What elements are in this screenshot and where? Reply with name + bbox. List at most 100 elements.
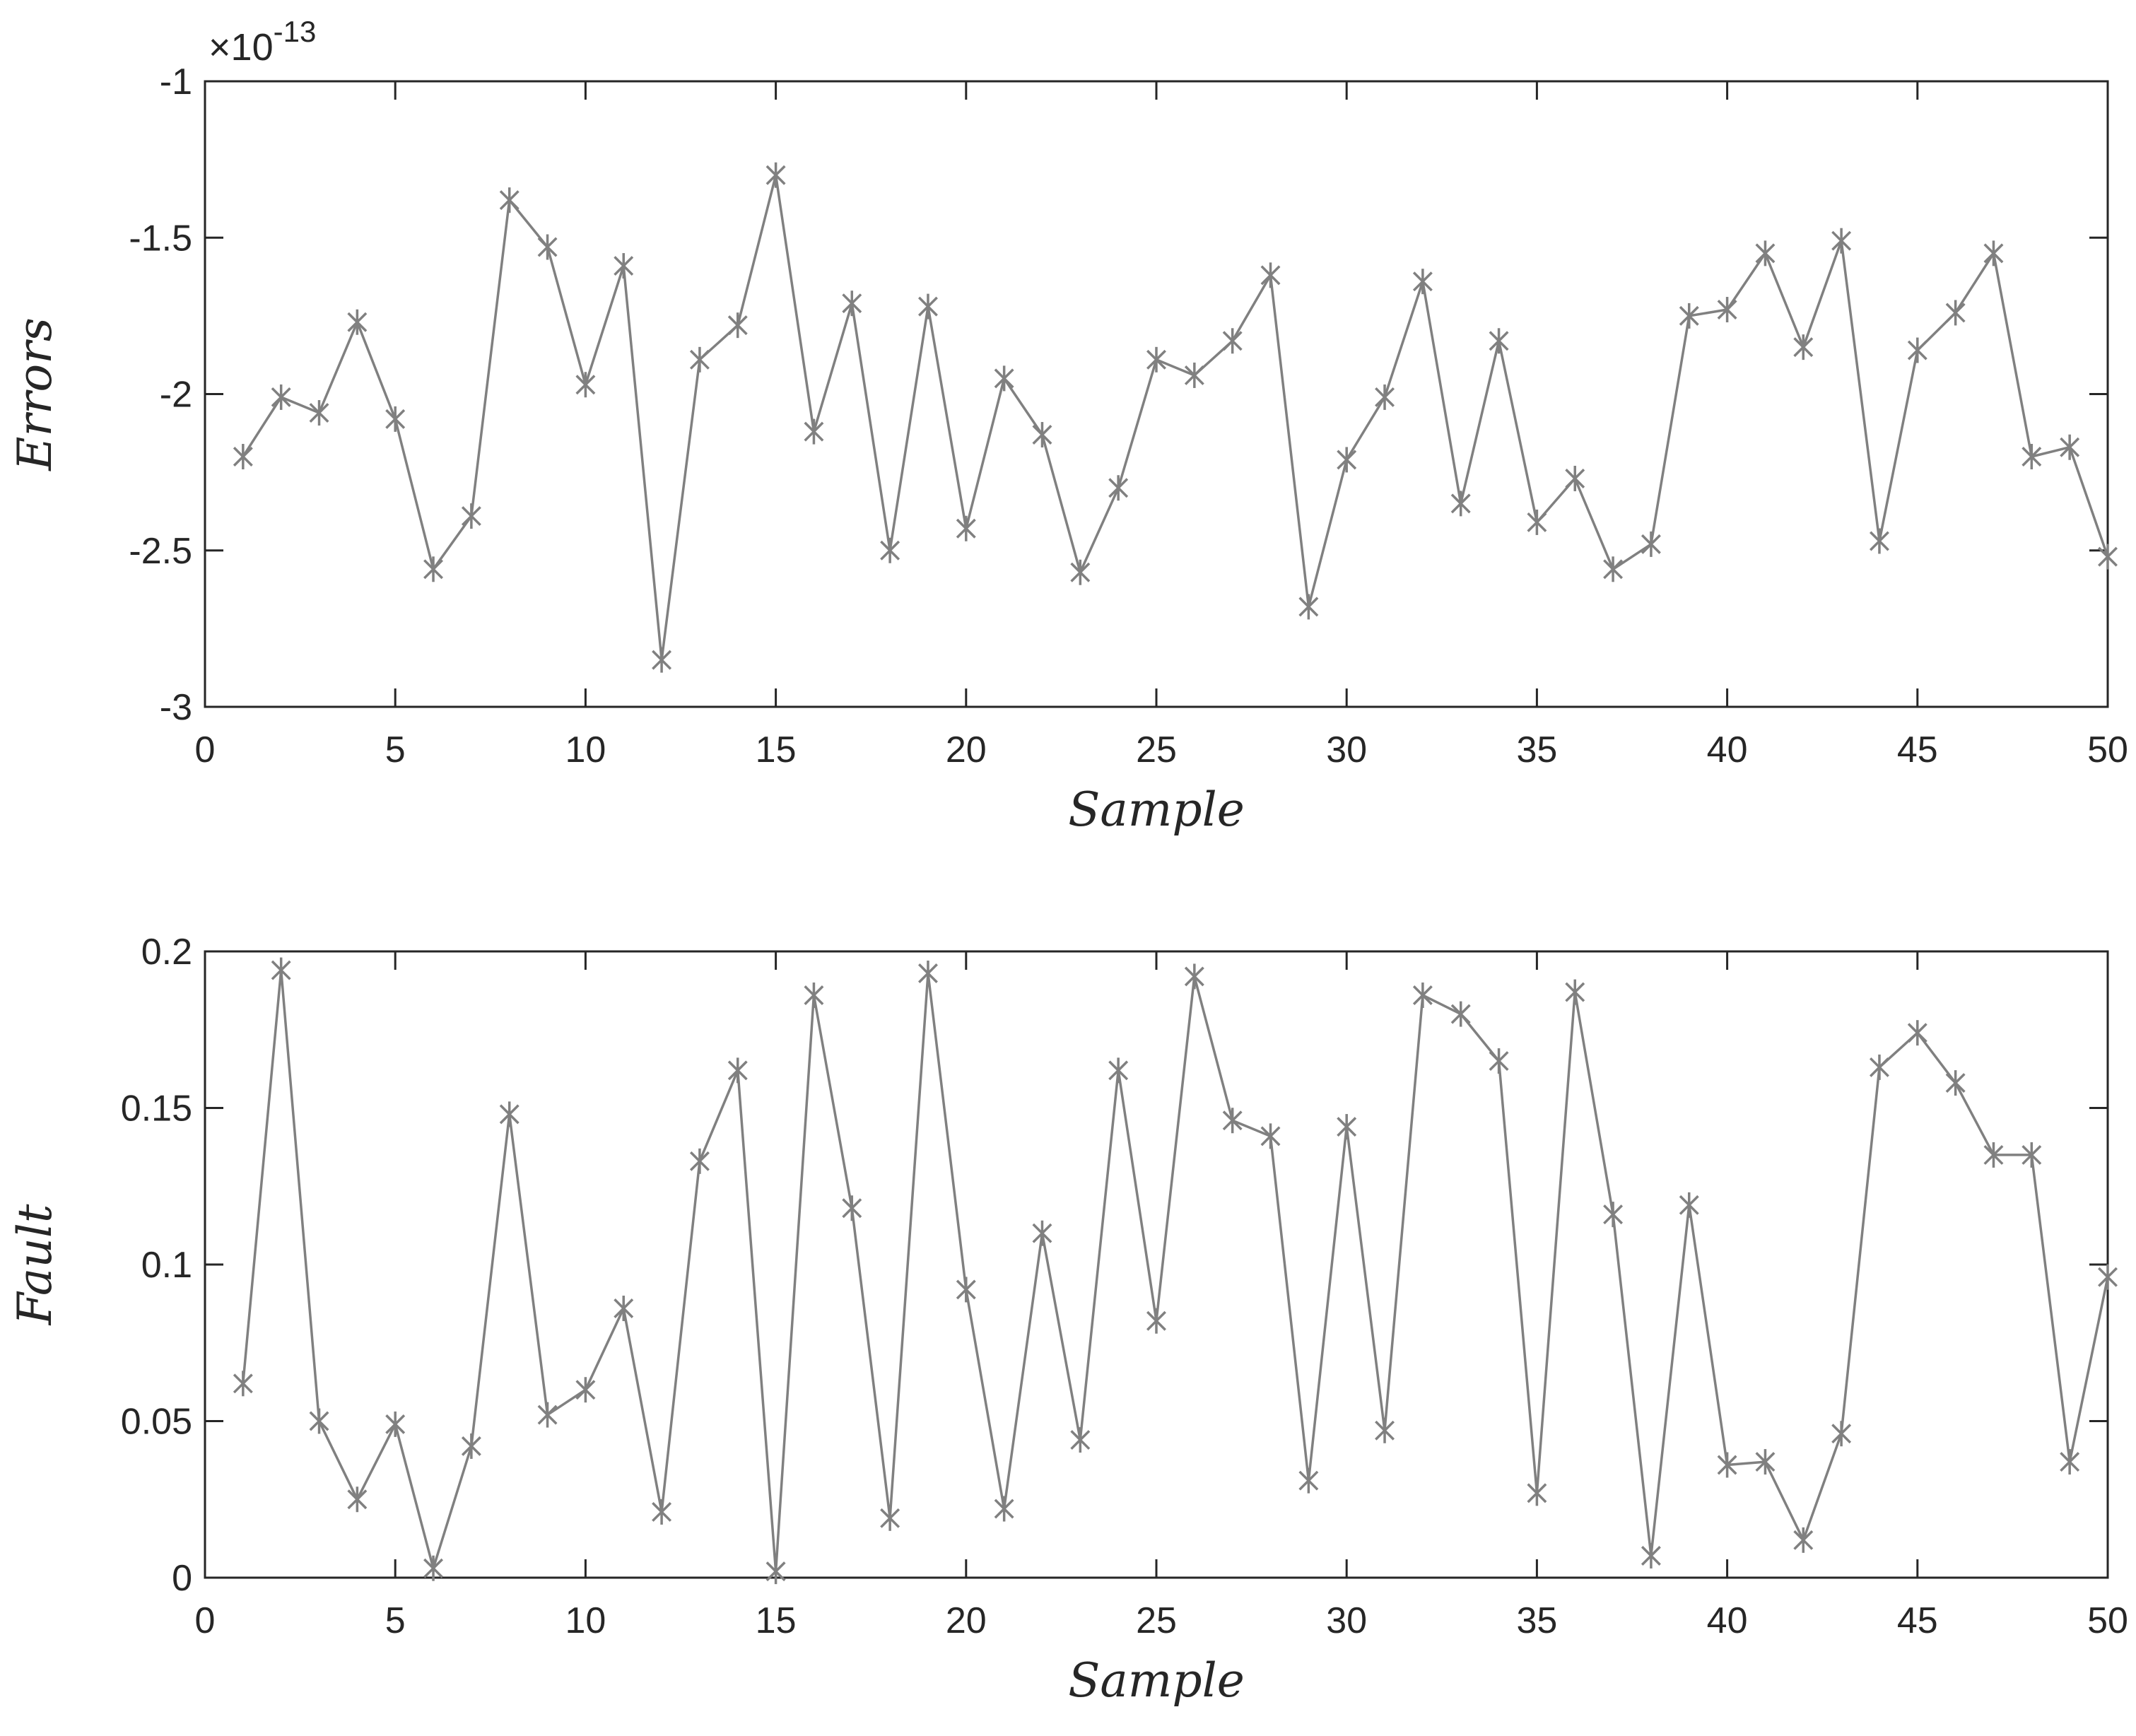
data-point-marker [423, 556, 444, 582]
x-tick-label: 20 [946, 1600, 987, 1641]
data-point-marker [1412, 983, 1433, 1009]
data-point-marker [1222, 328, 1243, 354]
data-point-marker [956, 515, 976, 541]
data-point-marker [1146, 1308, 1166, 1334]
x-tick-label: 15 [756, 1600, 797, 1641]
data-point-marker [385, 406, 406, 432]
data-point-marker [1831, 1421, 1852, 1447]
data-point-marker [385, 1411, 406, 1437]
x-tick-label: 0 [195, 729, 216, 770]
data-point-marker [271, 957, 291, 983]
data-point-marker [689, 346, 710, 373]
data-point-marker [1869, 528, 1889, 554]
x-tick-label: 40 [1707, 729, 1748, 770]
data-point-marker [1527, 509, 1547, 535]
x-tick-label: 35 [1516, 729, 1557, 770]
data-point-marker [1983, 240, 2004, 266]
data-point-marker [1717, 1452, 1737, 1478]
data-point-marker [1032, 422, 1052, 448]
data-point-marker [271, 384, 291, 410]
errors-subplot: 0 5 10 15 20 25 30 35 40 45 50 -1 -1.5 -2 -2.5 -3 ×10-13… [8, 15, 2128, 837]
data-point-marker [347, 309, 368, 335]
data-point-marker [765, 162, 786, 188]
fault-subplot: 0 5 10 15 20 25 30 35 40 45 50 0.2 0.15 0.1 0.05 0 Sampl… [8, 932, 2128, 1708]
data-point-marker [309, 1408, 329, 1434]
data-point-marker [2021, 444, 2042, 469]
x-tick-label: 25 [1136, 729, 1177, 770]
data-point-marker [1070, 559, 1091, 585]
data-point-marker [1869, 1054, 1889, 1080]
data-point-marker [880, 537, 900, 563]
data-point-marker [461, 503, 481, 529]
data-point-marker [1527, 1480, 1547, 1506]
data-point-marker [1412, 269, 1433, 295]
data-point-marker [917, 961, 938, 987]
data-point-marker [575, 372, 596, 398]
data-point-marker [614, 1296, 634, 1322]
y-tick-label: 0.1 [141, 1245, 192, 1286]
y-tick-label: -3 [160, 687, 192, 728]
x-tick-label: 45 [1897, 1600, 1938, 1641]
data-point-marker [2098, 544, 2118, 570]
data-point-marker [1717, 297, 1737, 323]
data-point-marker [1603, 556, 1624, 582]
data-point-marker [1793, 334, 1814, 360]
data-point-marker [1907, 337, 1927, 363]
data-point-marker [1831, 228, 1852, 254]
x-axis-label: Sample [1068, 782, 1245, 837]
data-point-marker [423, 1555, 444, 1581]
data-point-marker [1489, 328, 1509, 354]
data-point-marker [499, 1101, 520, 1127]
data-point-marker [2021, 1142, 2042, 1168]
y-tick-label: -1.5 [129, 218, 192, 259]
data-point-marker [1337, 1114, 1357, 1140]
data-point-marker [1793, 1527, 1814, 1553]
data-point-marker [1184, 963, 1204, 990]
data-point-marker [1450, 491, 1471, 517]
data-point-marker [461, 1433, 481, 1459]
data-point-marker [347, 1486, 368, 1513]
data-point-marker [499, 187, 520, 213]
data-point-marker [1679, 1192, 1699, 1218]
data-point-marker [233, 1371, 253, 1397]
data-point-marker [880, 1505, 900, 1531]
data-point-marker [1298, 1467, 1319, 1494]
data-point-marker [1337, 447, 1357, 473]
data-point-marker [956, 1277, 976, 1303]
y-tick-label: 0.15 [121, 1089, 192, 1130]
data-point-marker [1032, 1220, 1052, 1246]
data-point-marker [652, 647, 672, 673]
x-tick-label: 50 [2087, 729, 2128, 770]
data-point-marker [804, 983, 824, 1009]
data-point-marker [1489, 1048, 1509, 1074]
data-point-marker [1184, 362, 1204, 388]
data-point-marker [537, 1402, 558, 1428]
data-point-marker [1945, 1070, 1966, 1096]
data-point-marker [2060, 1449, 2080, 1475]
data-point-marker [804, 418, 824, 445]
data-point-marker [1907, 1020, 1927, 1046]
data-point-marker [537, 234, 558, 260]
data-point-marker [575, 1377, 596, 1403]
x-tick-label: 5 [385, 729, 406, 770]
data-point-marker [1108, 1057, 1129, 1084]
y-tick-label: -1 [160, 61, 192, 102]
data-point-marker [1565, 979, 1585, 1005]
data-point-marker [233, 444, 253, 469]
x-tick-label: 20 [946, 729, 987, 770]
data-point-marker [842, 291, 862, 317]
data-point-marker [765, 1559, 786, 1585]
y-tick-label: -2.5 [129, 531, 192, 572]
data-point-marker [689, 1148, 710, 1174]
data-point-marker [842, 1195, 862, 1221]
data-point-marker [2098, 1264, 2118, 1290]
x-tick-label: 0 [195, 1600, 216, 1641]
data-point-marker [727, 1057, 748, 1084]
data-point-marker [994, 365, 1014, 392]
data-point-marker [1450, 1001, 1471, 1027]
x-tick-label: 30 [1326, 729, 1367, 770]
y-exponent-power: -13 [274, 15, 317, 48]
data-point-marker [1375, 1417, 1395, 1443]
x-tick-label: 50 [2087, 1600, 2128, 1641]
